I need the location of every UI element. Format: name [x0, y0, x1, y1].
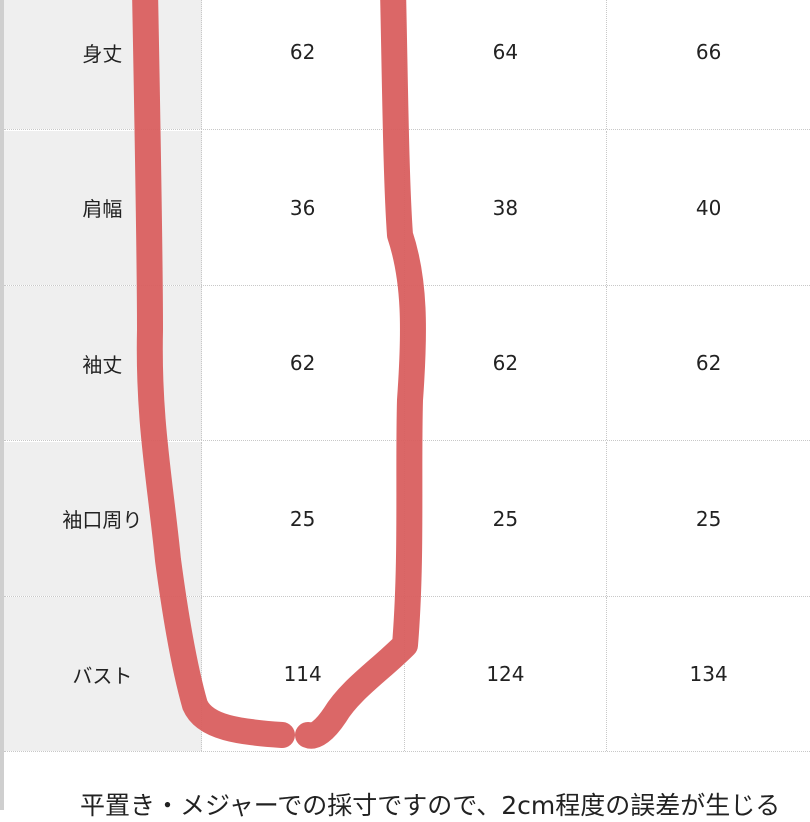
table-row: 袖口周り 25 25 25: [4, 441, 810, 597]
row-header: 身丈: [4, 0, 202, 129]
table-cell: 62: [201, 0, 405, 129]
table-cell: 134: [607, 597, 810, 751]
row-header: 肩幅: [4, 130, 202, 285]
table-cell: 64: [404, 0, 608, 129]
row-header: バスト: [4, 597, 202, 751]
table-cell: 124: [404, 597, 608, 751]
row-header: 袖丈: [4, 286, 202, 440]
table-cell: 25: [201, 441, 405, 596]
measurement-note: 平置き・メジャーでの採寸ですので、2cm程度の誤差が生じる: [80, 791, 781, 820]
table-row: バスト 114 124 134: [4, 597, 810, 752]
table-row: 身丈 62 64 66: [4, 0, 810, 130]
table-cell: 62: [607, 286, 810, 440]
table-cell: 114: [201, 597, 405, 751]
table-cell: 62: [404, 286, 608, 440]
table-cell: 66: [607, 0, 810, 129]
row-header: 袖口周り: [4, 441, 202, 596]
table-row: 肩幅 36 38 40: [4, 130, 810, 286]
table-cell: 62: [201, 286, 405, 440]
table-cell: 36: [201, 130, 405, 285]
table-cell: 38: [404, 130, 608, 285]
table-row: 袖丈 62 62 62: [4, 286, 810, 441]
table-cell: 40: [607, 130, 810, 285]
table-cell: 25: [404, 441, 608, 596]
table-cell: 25: [607, 441, 810, 596]
